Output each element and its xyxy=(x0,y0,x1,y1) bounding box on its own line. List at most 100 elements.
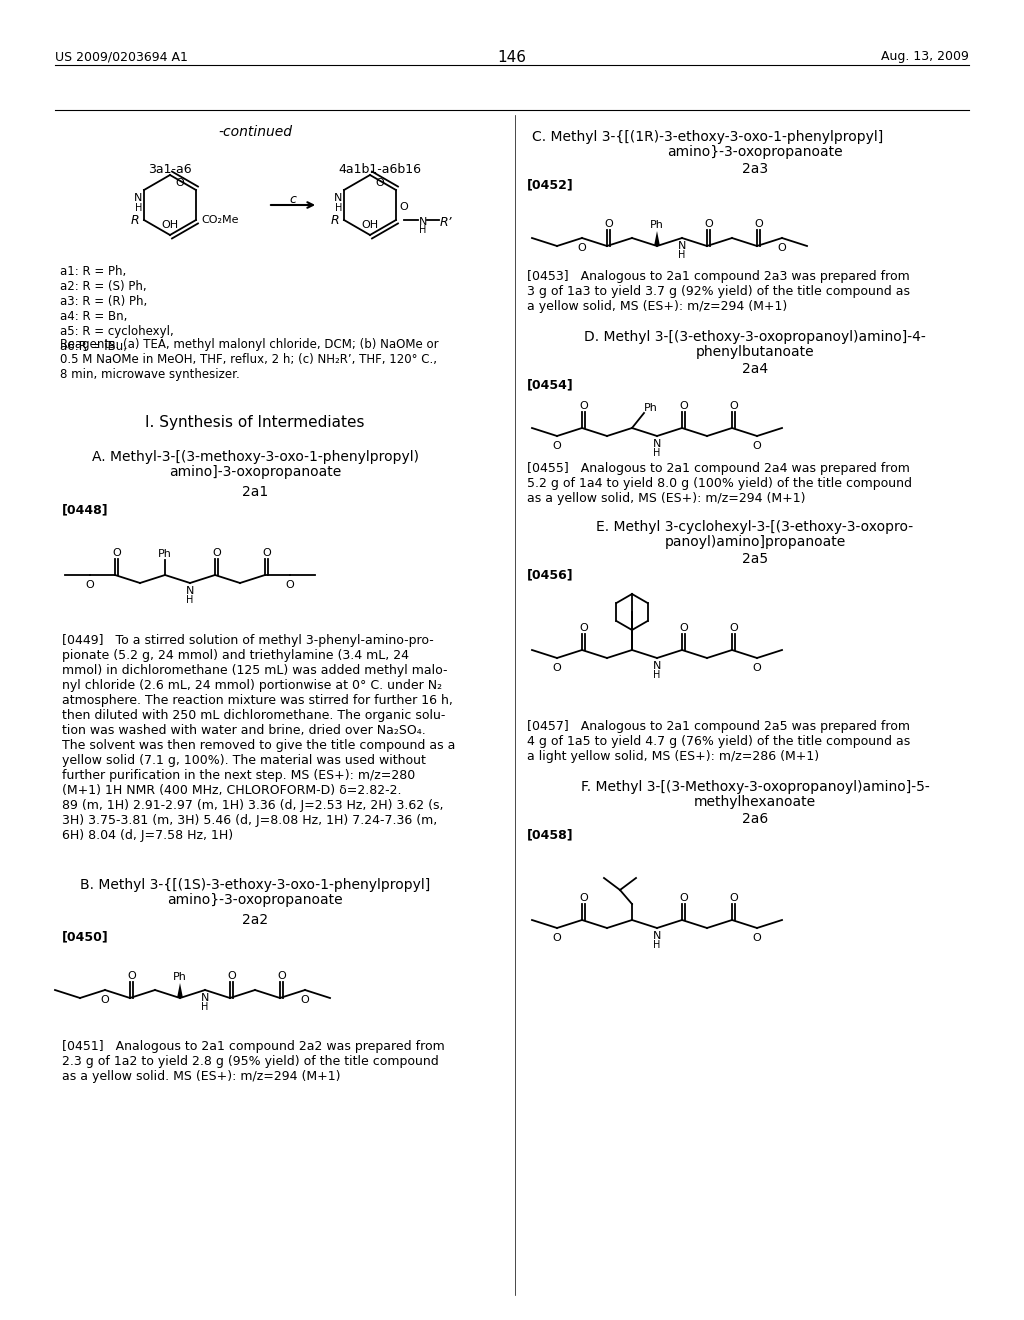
Text: O: O xyxy=(580,623,588,634)
Text: a1: R = Ph,
a2: R = (S) Ph,
a3: R = (R) Ph,
a4: R = Bn,
a5: R = cyclohexyl,
a6:R: a1: R = Ph, a2: R = (S) Ph, a3: R = (R) … xyxy=(60,265,174,352)
Text: [0456]: [0456] xyxy=(527,568,573,581)
Text: N: N xyxy=(201,993,209,1003)
Text: [0452]: [0452] xyxy=(527,178,573,191)
Text: 2a2: 2a2 xyxy=(242,913,268,927)
Text: panoyl)amino]propanoate: panoyl)amino]propanoate xyxy=(665,535,846,549)
Text: amino}-3-oxopropanoate: amino}-3-oxopropanoate xyxy=(668,145,843,158)
Text: O: O xyxy=(286,579,294,590)
Text: I. Synthesis of Intermediates: I. Synthesis of Intermediates xyxy=(145,414,365,430)
Text: O: O xyxy=(86,579,94,590)
Text: O: O xyxy=(578,243,587,253)
Text: Ph: Ph xyxy=(644,403,657,413)
Text: O: O xyxy=(753,441,762,451)
Text: N: N xyxy=(419,216,427,227)
Text: O: O xyxy=(679,623,688,634)
Text: O: O xyxy=(679,401,688,411)
Text: [0454]: [0454] xyxy=(527,378,573,391)
Text: [0450]: [0450] xyxy=(62,931,109,942)
Text: O: O xyxy=(604,219,613,228)
Text: O: O xyxy=(227,972,236,981)
Text: N: N xyxy=(334,193,342,203)
Text: E. Methyl 3-cyclohexyl-3-[(3-ethoxy-3-oxopro-: E. Methyl 3-cyclohexyl-3-[(3-ethoxy-3-ox… xyxy=(596,520,913,535)
Text: 2a1: 2a1 xyxy=(242,484,268,499)
Text: OH: OH xyxy=(361,220,379,230)
Text: H: H xyxy=(653,671,660,680)
Text: O: O xyxy=(705,219,713,228)
Text: -continued: -continued xyxy=(218,125,292,139)
Text: [0448]: [0448] xyxy=(62,503,109,516)
Text: [0455]   Analogous to 2a1 compound 2a4 was prepared from
5.2 g of 1a4 to yield 8: [0455] Analogous to 2a1 compound 2a4 was… xyxy=(527,462,912,506)
Text: O: O xyxy=(212,548,221,558)
Text: O: O xyxy=(262,548,271,558)
Text: O: O xyxy=(580,894,588,903)
Text: O: O xyxy=(175,178,183,187)
Text: O: O xyxy=(553,933,561,942)
Text: O: O xyxy=(679,894,688,903)
Text: R: R xyxy=(130,214,139,227)
Text: O: O xyxy=(729,894,738,903)
Text: 2a3: 2a3 xyxy=(742,162,768,176)
Text: [0453]   Analogous to 2a1 compound 2a3 was prepared from
3 g of 1a3 to yield 3.7: [0453] Analogous to 2a1 compound 2a3 was… xyxy=(527,271,910,313)
Text: H: H xyxy=(678,249,686,260)
Text: [0451]   Analogous to 2a1 compound 2a2 was prepared from
2.3 g of 1a2 to yield 2: [0451] Analogous to 2a1 compound 2a2 was… xyxy=(62,1040,444,1082)
Text: [0458]: [0458] xyxy=(527,828,573,841)
Text: 2a6: 2a6 xyxy=(741,812,768,826)
Text: H: H xyxy=(653,940,660,950)
Text: OH: OH xyxy=(162,220,178,230)
Text: N: N xyxy=(185,586,195,597)
Text: O: O xyxy=(301,995,309,1005)
Text: 4a1b1-a6b16: 4a1b1-a6b16 xyxy=(339,162,422,176)
Text: Reagents: (a) TEA, methyl malonyl chloride, DCM; (b) NaOMe or
0.5 M NaOMe in MeO: Reagents: (a) TEA, methyl malonyl chlori… xyxy=(60,338,438,381)
Text: O: O xyxy=(553,663,561,673)
Text: phenylbutanoate: phenylbutanoate xyxy=(695,345,814,359)
Text: N: N xyxy=(653,661,662,671)
Text: 2a4: 2a4 xyxy=(742,362,768,376)
Text: US 2009/0203694 A1: US 2009/0203694 A1 xyxy=(55,50,187,63)
Text: H: H xyxy=(335,203,342,213)
Text: O: O xyxy=(729,401,738,411)
Text: methylhexanoate: methylhexanoate xyxy=(694,795,816,809)
Text: CO₂Me: CO₂Me xyxy=(201,215,239,224)
Text: O: O xyxy=(753,933,762,942)
Text: O: O xyxy=(278,972,286,981)
Text: R: R xyxy=(331,214,339,227)
Text: C. Methyl 3-{[(1R)-3-ethoxy-3-oxo-1-phenylpropyl]: C. Methyl 3-{[(1R)-3-ethoxy-3-oxo-1-phen… xyxy=(532,129,884,144)
Text: F. Methyl 3-[(3-Methoxy-3-oxopropanoyl)amino]-5-: F. Methyl 3-[(3-Methoxy-3-oxopropanoyl)a… xyxy=(581,780,930,795)
Text: R’: R’ xyxy=(440,215,453,228)
Text: O: O xyxy=(753,663,762,673)
Text: N: N xyxy=(134,193,142,203)
Text: N: N xyxy=(653,931,662,941)
Polygon shape xyxy=(654,231,660,246)
Text: O: O xyxy=(580,401,588,411)
Text: Ph: Ph xyxy=(158,549,172,558)
Text: Ph: Ph xyxy=(650,220,664,230)
Text: N: N xyxy=(678,242,686,251)
Text: H: H xyxy=(419,224,426,235)
Text: D. Methyl 3-[(3-ethoxy-3-oxopropanoyl)amino]-4-: D. Methyl 3-[(3-ethoxy-3-oxopropanoyl)am… xyxy=(584,330,926,345)
Text: O: O xyxy=(399,202,408,213)
Text: 2a5: 2a5 xyxy=(742,552,768,566)
Text: H: H xyxy=(202,1002,209,1012)
Text: O: O xyxy=(553,441,561,451)
Text: H: H xyxy=(186,595,194,605)
Text: [0457]   Analogous to 2a1 compound 2a5 was prepared from
4 g of 1a5 to yield 4.7: [0457] Analogous to 2a1 compound 2a5 was… xyxy=(527,719,910,763)
Text: H: H xyxy=(653,447,660,458)
Text: amino]-3-oxopropanoate: amino]-3-oxopropanoate xyxy=(169,465,341,479)
Text: Ph: Ph xyxy=(173,972,187,982)
Text: A. Methyl-3-[(3-methoxy-3-oxo-1-phenylpropyl): A. Methyl-3-[(3-methoxy-3-oxo-1-phenylpr… xyxy=(91,450,419,465)
Text: O: O xyxy=(754,219,763,228)
Text: 146: 146 xyxy=(498,50,526,65)
Text: O: O xyxy=(112,548,121,558)
Text: O: O xyxy=(375,178,384,187)
Polygon shape xyxy=(177,983,183,998)
Text: Aug. 13, 2009: Aug. 13, 2009 xyxy=(881,50,969,63)
Text: 3a1-a6: 3a1-a6 xyxy=(148,162,191,176)
Text: O: O xyxy=(777,243,786,253)
Text: O: O xyxy=(729,623,738,634)
Text: O: O xyxy=(127,972,136,981)
Text: B. Methyl 3-{[(1S)-3-ethoxy-3-oxo-1-phenylpropyl]: B. Methyl 3-{[(1S)-3-ethoxy-3-oxo-1-phen… xyxy=(80,878,430,892)
Text: c: c xyxy=(290,193,296,206)
Text: H: H xyxy=(134,203,142,213)
Text: O: O xyxy=(100,995,110,1005)
Text: [0449]   To a stirred solution of methyl 3-phenyl-amino-pro-
pionate (5.2 g, 24 : [0449] To a stirred solution of methyl 3… xyxy=(62,634,456,842)
